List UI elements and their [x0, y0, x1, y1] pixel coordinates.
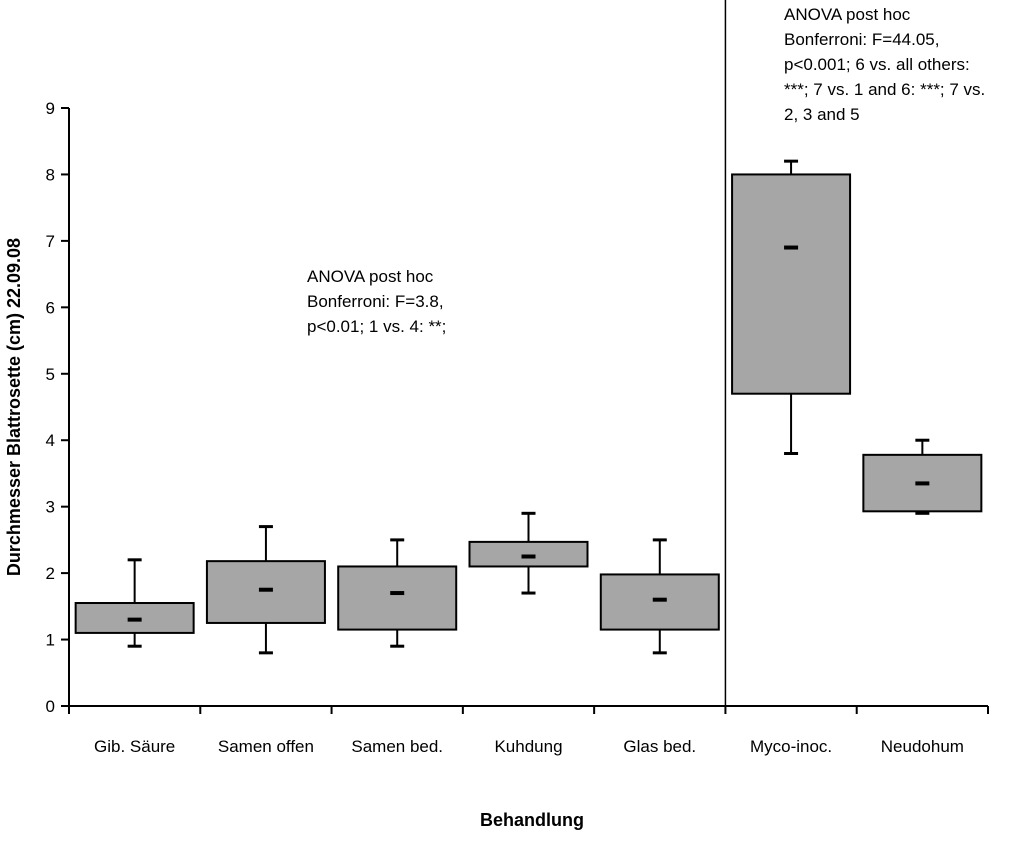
box-2 [205, 525, 326, 655]
annotation-line: 2, 3 and 5 [784, 105, 860, 124]
box-4 [468, 511, 589, 595]
category-label: Samen offen [218, 737, 314, 756]
x-axis-title: Behandlung [480, 810, 584, 830]
y-tick-label: 7 [46, 232, 55, 251]
y-axis-title: Durchmesser Blattrosette (cm) 22.09.08 [4, 238, 24, 576]
y-tick-label: 0 [46, 697, 55, 716]
annotation-line: p<0.01; 1 vs. 4: **; [307, 317, 447, 336]
anova-annotation-left: ANOVA post hoc Bonferroni: F=3.8, p<0.01; … [307, 264, 507, 339]
box-1 [74, 558, 195, 648]
iqr-box [468, 540, 589, 568]
annotation-line: p<0.001; 6 vs. all others: [784, 55, 970, 74]
category-label: Neudohum [881, 737, 964, 756]
category-label: Glas bed. [623, 737, 696, 756]
iqr-box [599, 573, 720, 631]
category-label: Kuhdung [494, 737, 562, 756]
annotation-line: ***; 7 vs. 1 and 6: ***; 7 vs. [784, 80, 986, 99]
box-3 [337, 538, 458, 648]
category-label: Myco-inoc. [750, 737, 832, 756]
y-tick-label: 9 [46, 99, 55, 118]
annotation-line: Bonferroni: F=3.8, [307, 292, 444, 311]
box-6 [731, 159, 852, 456]
y-tick-label: 3 [46, 498, 55, 517]
iqr-box [731, 173, 852, 395]
box-7 [862, 438, 983, 515]
boxes-layer [74, 159, 983, 655]
annotation-line: ANOVA post hoc [307, 267, 434, 286]
anova-annotation-right: ANOVA post hoc Bonferroni: F=44.05, p<0.00… [784, 2, 1020, 127]
y-tick-label: 5 [46, 365, 55, 384]
y-tick-label: 4 [46, 431, 55, 450]
iqr-box [337, 565, 458, 631]
annotation-line: Bonferroni: F=44.05, [784, 30, 940, 49]
y-tick-label: 2 [46, 564, 55, 583]
category-label: Gib. Säure [94, 737, 175, 756]
y-tick-label: 6 [46, 298, 55, 317]
iqr-box [205, 560, 326, 624]
y-tick-label: 1 [46, 631, 55, 650]
annotation-line: ANOVA post hoc [784, 5, 911, 24]
y-tick-label: 8 [46, 165, 55, 184]
axes-layer [61, 0, 989, 714]
box-5 [599, 538, 720, 655]
labels-layer: 0 1 2 3 4 5 6 7 8 9 Gib. Säure Samen offen Samen bed… [46, 99, 964, 756]
category-label: Samen bed. [351, 737, 443, 756]
